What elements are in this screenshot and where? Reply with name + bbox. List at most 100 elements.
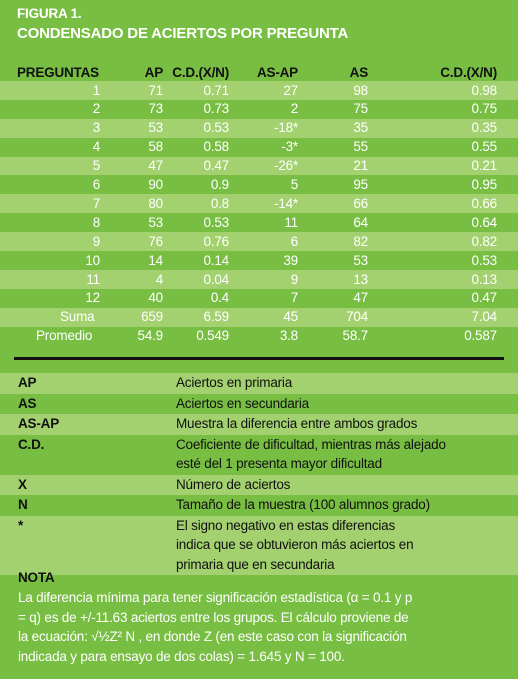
- table-cell: 6.59: [203, 309, 230, 325]
- table-cell: 35: [353, 120, 368, 136]
- column-header: AP: [144, 65, 164, 80]
- table-cell: 2: [92, 101, 101, 117]
- table-cell: 7: [290, 290, 299, 306]
- table-cell: 0.66: [471, 195, 498, 211]
- table-cell: 21: [353, 158, 368, 174]
- note-text: indicada y para ensayo de dos colas) = 1…: [18, 648, 345, 664]
- legend-text: Aciertos en secundaria: [176, 395, 309, 411]
- table-cell: 13: [353, 271, 368, 287]
- table-cell: 0.55: [471, 139, 498, 155]
- table-cell: 95: [353, 177, 368, 192]
- table-cell: 71: [148, 82, 163, 98]
- legend-band: [0, 373, 518, 394]
- legend-key: AS: [18, 395, 37, 411]
- table-cell: 7: [92, 195, 101, 211]
- table-cell: 6: [92, 177, 101, 192]
- legend-band: [0, 414, 518, 435]
- table-cell: 98: [353, 82, 368, 98]
- table-cell: 0.21: [471, 158, 498, 174]
- table-cell: 5: [92, 158, 101, 174]
- table-cell: 0.549: [196, 328, 229, 344]
- table-cell: 0.8: [210, 195, 229, 211]
- table-cell: 45: [283, 309, 298, 325]
- legend-text: esté del 1 presenta mayor dificultad: [176, 456, 382, 471]
- table-cell: 40: [148, 290, 163, 306]
- table-cell: 6: [290, 233, 299, 249]
- divider: [14, 357, 504, 360]
- table-cell: -3*: [281, 139, 298, 155]
- table-cell: 47: [353, 290, 368, 306]
- column-header: AS-AP: [256, 65, 298, 80]
- table-cell: 0.04: [203, 271, 230, 287]
- table-cell: 4: [155, 271, 164, 287]
- table-cell: 66: [353, 195, 368, 211]
- row-band: [0, 307, 518, 327]
- table-cell: 9: [92, 233, 101, 249]
- table-cell: 4: [92, 139, 101, 155]
- legend-text: indica que se obtuvieron más aciertos en: [176, 537, 414, 552]
- note-text: la ecuación: √½Z² N , en donde Z (en est…: [18, 629, 407, 644]
- table-cell: 55: [353, 139, 368, 155]
- table-cell: 0.53: [471, 252, 498, 268]
- legend-band: [0, 515, 518, 575]
- table-cell: -14*: [274, 195, 298, 211]
- table-cell: 0.64: [471, 214, 498, 230]
- legend-key: *: [18, 517, 24, 533]
- legend-key: AS-AP: [18, 416, 60, 431]
- table-cell: 0.47: [471, 290, 498, 306]
- table-cell: Suma: [60, 309, 95, 325]
- table-cell: 0.82: [471, 233, 498, 249]
- column-header: C.D.(X/N): [172, 65, 229, 80]
- legend-text: Aciertos en primaria: [176, 375, 293, 390]
- note-title: NOTA: [18, 570, 55, 585]
- legend-text: Muestra la diferencia entre ambos grados: [176, 416, 418, 431]
- table-cell: 8: [92, 214, 101, 230]
- table-cell: 53: [353, 252, 368, 268]
- legend-text: primaria que en secundaria: [176, 556, 335, 572]
- table-cell: 3: [92, 120, 101, 136]
- table-cell: 0.75: [471, 101, 498, 117]
- legend-text: Número de aciertos: [176, 476, 291, 492]
- table-cell: -18*: [274, 120, 298, 136]
- table-cell: 53: [148, 120, 163, 136]
- row-band: [0, 156, 518, 176]
- table-cell: 0.4: [210, 290, 229, 306]
- table-cell: 11: [284, 214, 298, 230]
- table-cell: 7.04: [471, 309, 498, 325]
- table-cell: 0.71: [203, 82, 230, 98]
- table-cell: 9: [290, 271, 299, 287]
- table-cell: 75: [353, 101, 368, 117]
- note-text: La diferencia mínima para tener signific…: [18, 590, 413, 605]
- table-cell: 12: [85, 290, 100, 306]
- table-cell: 2: [290, 101, 299, 117]
- row-band: [0, 270, 518, 289]
- legend-band: [0, 474, 518, 495]
- column-header: PREGUNTAS: [17, 65, 99, 80]
- table-cell: 58: [148, 139, 163, 155]
- row-band: [0, 194, 518, 214]
- table-cell: 3.8: [279, 328, 298, 344]
- table-cell: 80: [148, 195, 163, 211]
- table-cell: 0.95: [471, 177, 498, 192]
- table-cell: 58.7: [342, 328, 369, 344]
- table-cell: 1: [92, 82, 101, 98]
- table-cell: 14: [148, 252, 163, 268]
- legend-text: El signo negativo en estas diferencias: [176, 517, 396, 533]
- table-cell: 659: [141, 309, 163, 325]
- table-cell: 0.53: [203, 120, 230, 136]
- table-cell: 0.58: [203, 139, 230, 155]
- table-cell: Promedio: [36, 328, 93, 344]
- table-cell: 39: [283, 252, 298, 268]
- table-cell: 73: [148, 101, 163, 117]
- figure-title: CONDENSADO DE ACIERTOS POR PREGUNTA: [17, 25, 349, 42]
- table-cell: 82: [353, 233, 368, 249]
- note-text: = q) es de +/-11.63 aciertos entre los g…: [18, 609, 409, 625]
- table-cell: 0.35: [471, 120, 498, 136]
- table-cell: 704: [346, 309, 368, 325]
- table-cell: -26*: [274, 158, 298, 174]
- row-band: [0, 118, 518, 138]
- table-cell: 0.14: [203, 252, 230, 268]
- table-cell: 0.53: [203, 214, 230, 230]
- table-cell: 47: [148, 158, 163, 174]
